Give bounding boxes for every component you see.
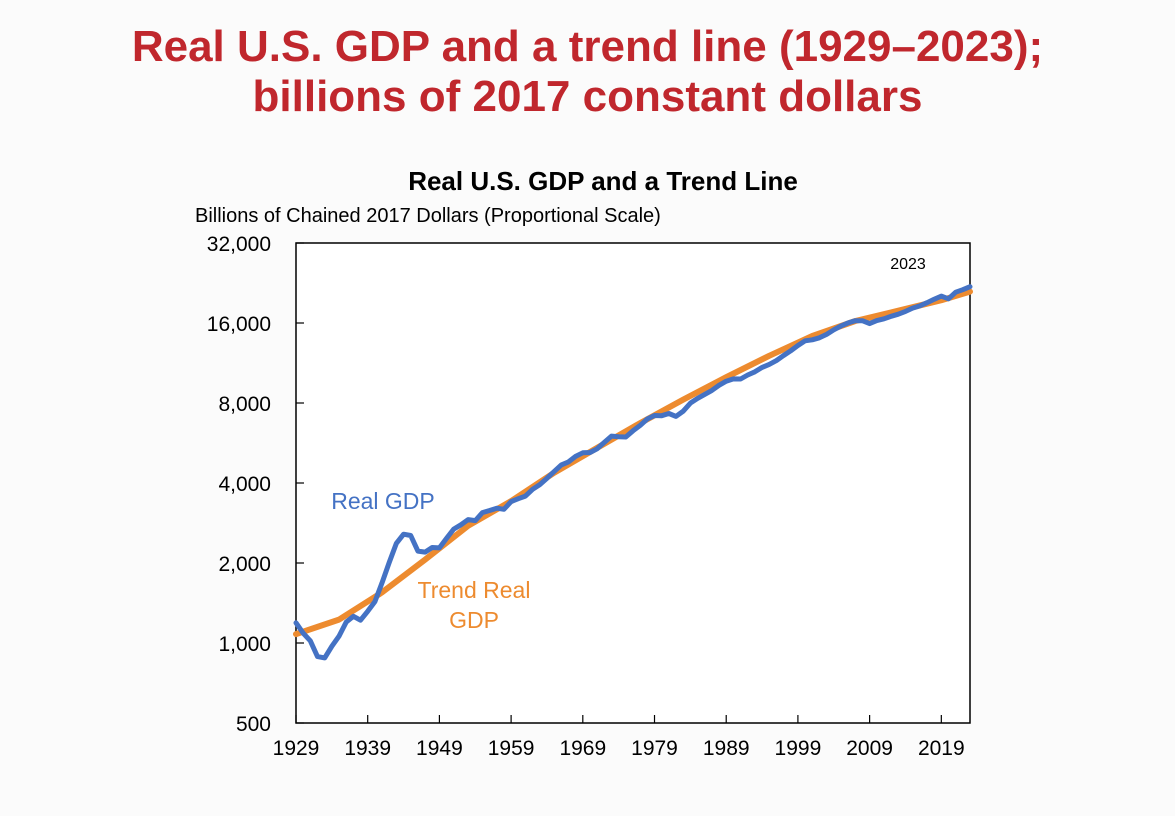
year-annotation: 2023 — [890, 256, 926, 273]
y-tick-label: 1,000 — [218, 633, 271, 656]
x-tick-label: 2009 — [846, 737, 893, 760]
y-tick-label: 8,000 — [218, 393, 271, 416]
x-tick-label: 1979 — [631, 737, 678, 760]
y-axis: 32,000 16,000 8,000 4,000 2,000 1,000 500 — [207, 233, 304, 736]
series-lines — [293, 284, 973, 661]
x-tick-label: 1999 — [775, 737, 822, 760]
x-tick-label: 1939 — [344, 737, 391, 760]
y-tick-label: 500 — [236, 713, 271, 736]
slide-title-line-1: Real U.S. GDP and a trend line (1929–202… — [131, 22, 1044, 71]
y-tick-label: 4,000 — [218, 473, 271, 496]
y-tick-label: 16,000 — [207, 313, 271, 336]
y-tick-label: 2,000 — [218, 553, 271, 576]
series-labels: Real GDP Trend Real GDP — [331, 488, 530, 633]
x-tick-label: 1949 — [416, 737, 463, 760]
slide-title-line-2: billions of 2017 constant dollars — [252, 72, 923, 121]
annotations: 2023 — [890, 256, 926, 273]
real-gdp-line — [293, 284, 973, 661]
x-tick-label: 2019 — [918, 737, 965, 760]
x-tick-label: 1989 — [703, 737, 750, 760]
trend-gdp-series-label-line-2: GDP — [449, 607, 499, 633]
x-tick-label: 1959 — [488, 737, 535, 760]
slide-title: Real U.S. GDP and a trend line (1929–202… — [0, 22, 1175, 122]
trend-gdp-series-label-line-1: Trend Real — [418, 577, 531, 603]
x-tick-label: 1969 — [559, 737, 606, 760]
x-axis: 1929 1939 1949 1959 1969 1979 1989 1999 2009 2019 — [273, 715, 965, 760]
real-gdp-series-label: Real GDP — [331, 488, 435, 514]
y-axis-label: Billions of Chained 2017 Dollars (Propor… — [195, 205, 661, 227]
chart-title: Real U.S. GDP and a Trend Line — [408, 166, 798, 196]
x-tick-label: 1929 — [273, 737, 320, 760]
y-tick-label: 32,000 — [207, 233, 271, 256]
